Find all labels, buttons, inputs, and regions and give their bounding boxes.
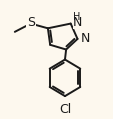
- Text: N: N: [72, 16, 82, 29]
- Text: N: N: [80, 32, 89, 45]
- Text: H: H: [72, 12, 80, 22]
- Text: S: S: [27, 17, 35, 30]
- Text: Cl: Cl: [58, 103, 71, 116]
